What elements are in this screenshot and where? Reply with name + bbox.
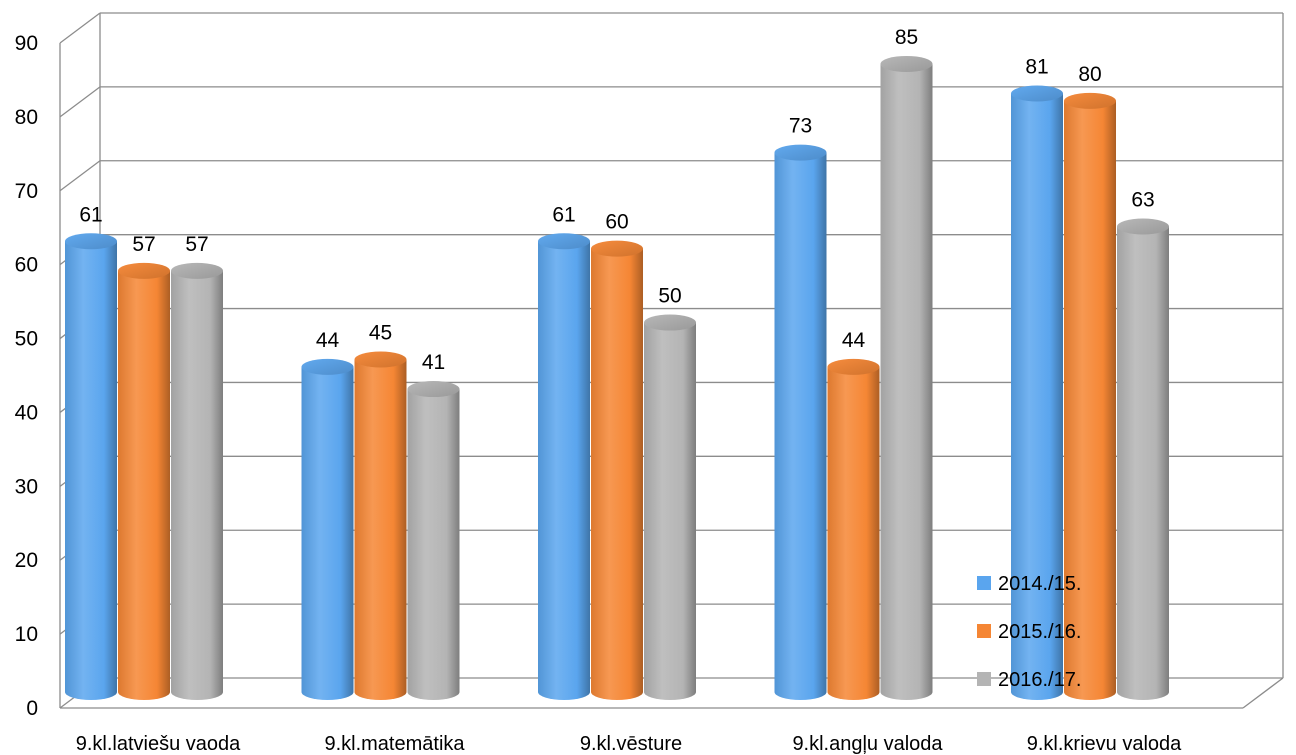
bar-cap <box>354 351 407 368</box>
labels-layer: 9.kl.latviešu vaoda 61 57 57 9.kl.matemātika… <box>76 26 1182 755</box>
y-tick-label: 10 <box>15 623 38 646</box>
bar <box>1064 92 1116 700</box>
y-tick-label: 50 <box>15 328 38 351</box>
bar <box>538 233 590 700</box>
y-tick-label: 70 <box>15 180 38 203</box>
data-label: 63 <box>1131 189 1154 212</box>
legend-swatch <box>977 672 991 686</box>
y-tick-label: 40 <box>15 401 38 424</box>
data-label: 81 <box>1025 56 1048 79</box>
bar-cap <box>880 55 933 72</box>
bar <box>407 381 460 700</box>
bar <box>644 314 696 700</box>
legend-swatch <box>977 624 991 638</box>
bar <box>774 144 827 701</box>
legend-label: 2016./17. <box>998 669 1081 691</box>
legend: 2014./15. 2015./16. 2016./17. <box>977 573 1081 691</box>
bar-body <box>1117 226 1169 700</box>
side-wall-gridline <box>59 12 101 44</box>
bar <box>65 233 117 700</box>
axis-layer: 0 10 20 30 40 50 60 70 80 90 <box>15 32 1284 720</box>
bar-cap <box>827 358 880 375</box>
data-label: 73 <box>789 115 812 138</box>
bar-cap <box>171 262 223 279</box>
y-tick-label: 90 <box>15 32 38 55</box>
bar-cap <box>407 381 460 398</box>
bar <box>1117 218 1169 700</box>
bar-body <box>774 152 827 701</box>
data-label: 41 <box>422 351 445 374</box>
bar-body <box>1011 93 1063 700</box>
bar <box>301 358 354 700</box>
data-label: 60 <box>605 211 628 234</box>
data-label: 61 <box>552 203 575 226</box>
bar-body <box>1064 100 1116 700</box>
bar-body <box>354 359 407 700</box>
y-tick-label: 0 <box>26 697 38 720</box>
bar-cap <box>774 144 827 161</box>
data-label: 44 <box>842 329 866 352</box>
bar-body <box>591 248 643 700</box>
bar <box>171 262 223 700</box>
bar-body <box>827 366 880 700</box>
bar-cap <box>538 233 590 250</box>
bar-body <box>65 241 117 700</box>
x-tick-label: 9.kl.krievu valoda <box>1027 733 1182 755</box>
bar <box>118 262 170 700</box>
y-tick-label: 30 <box>15 475 38 498</box>
data-label: 50 <box>658 285 681 308</box>
bar <box>354 351 407 700</box>
bar-cap <box>591 240 643 257</box>
legend-label: 2015./16. <box>998 621 1081 643</box>
bar-cap <box>1011 85 1063 102</box>
bar-body <box>301 366 354 700</box>
x-tick-label: 9.kl.matemātika <box>324 733 465 755</box>
bars-layer <box>65 55 1169 701</box>
legend-swatch <box>977 576 991 590</box>
bar-cap <box>644 314 696 331</box>
bar-body <box>118 270 170 700</box>
x-tick-label: 9.kl.angļu valoda <box>792 733 943 755</box>
bar <box>591 240 643 700</box>
bar-body <box>171 270 223 700</box>
y-tick-label: 80 <box>15 106 38 129</box>
bar-cap <box>1117 218 1169 235</box>
bar <box>880 55 933 700</box>
data-label: 57 <box>132 233 155 256</box>
y-tick-label: 20 <box>15 549 38 572</box>
bar-cap <box>1064 92 1116 109</box>
data-label: 45 <box>369 322 392 345</box>
x-tick-label: 9.kl.latviešu vaoda <box>76 733 241 755</box>
bar-body <box>880 63 933 700</box>
bar <box>827 358 880 700</box>
data-label: 80 <box>1078 63 1101 86</box>
x-tick-label: 9.kl.vēsture <box>580 733 682 755</box>
bar <box>1011 85 1063 700</box>
data-label: 85 <box>895 26 918 49</box>
data-label: 44 <box>316 329 340 352</box>
legend-label: 2014./15. <box>998 573 1081 595</box>
side-wall-gridline <box>59 160 101 192</box>
y-tick-label: 60 <box>15 254 38 277</box>
bar-body <box>644 322 696 700</box>
side-wall-gridline <box>59 86 101 118</box>
bar-body <box>407 389 460 700</box>
data-label: 57 <box>185 233 208 256</box>
bar-cap <box>301 358 354 375</box>
bar-cap <box>65 233 117 250</box>
floor-right-edge <box>1242 677 1284 709</box>
data-label: 61 <box>79 203 102 226</box>
bar-cap <box>118 262 170 279</box>
bar-body <box>538 241 590 700</box>
